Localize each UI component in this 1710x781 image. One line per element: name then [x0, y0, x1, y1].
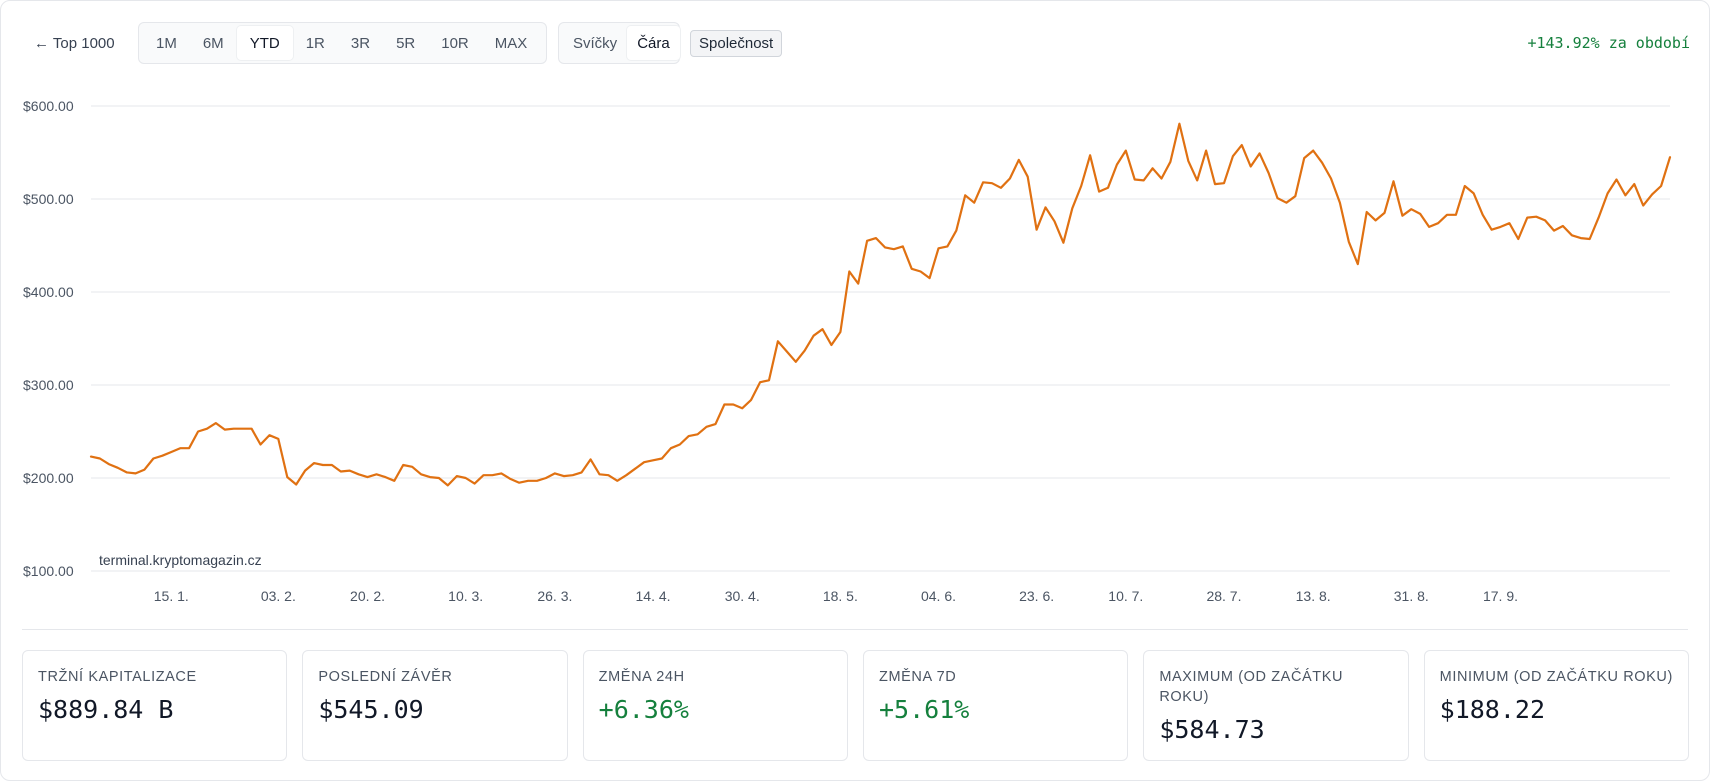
range-button-10r[interactable]: 10R: [441, 34, 469, 52]
x-tick-label: 26. 3.: [537, 588, 572, 601]
stat-value: +5.61%: [878, 695, 970, 724]
price-line: [89, 122, 1672, 487]
back-link[interactable]: ← Top 1000: [34, 34, 115, 52]
x-tick-label: 15. 1.: [154, 588, 189, 601]
stat-label: POSLEDNÍ ZÁVĚR: [318, 669, 453, 685]
stat-value: $545.09: [318, 695, 424, 724]
x-tick-label: 31. 8.: [1394, 588, 1429, 601]
stat-value: $584.73: [1159, 715, 1265, 744]
chart-type-selector: Svíčky Čára: [558, 22, 680, 64]
y-tick-label: $600.00: [23, 98, 74, 114]
divider: [22, 629, 1688, 630]
range-selector: 1M 6M YTD 1R 3R 5R 10R MAX: [138, 22, 547, 64]
x-tick-label: 23. 6.: [1019, 588, 1054, 601]
range-button-1r[interactable]: 1R: [305, 34, 325, 52]
stat-value: $188.22: [1439, 695, 1545, 724]
stat-card: MINIMUM (OD ZAČÁTKU ROKU) $188.22: [1423, 650, 1689, 761]
x-tick-label: 04. 6.: [921, 588, 956, 601]
range-button-ytd[interactable]: YTD: [236, 26, 293, 60]
stat-label: MAXIMUM (OD ZAČÁTKU ROKU): [1159, 669, 1344, 705]
x-tick-label: 13. 8.: [1296, 588, 1331, 601]
y-tick-label: $300.00: [23, 377, 74, 393]
x-tick-label: 10. 3.: [448, 588, 483, 601]
x-tick-label: 18. 5.: [823, 588, 858, 601]
y-tick-label: $200.00: [23, 470, 74, 486]
company-button[interactable]: Společnost: [690, 30, 783, 57]
stat-value: +6.36%: [598, 695, 689, 724]
y-tick-label: $400.00: [23, 284, 74, 300]
stat-card: MAXIMUM (OD ZAČÁTKU ROKU) $584.73: [1143, 650, 1409, 761]
stats-row: TRŽNÍ KAPITALIZACE $889.84 B POSLEDNÍ ZÁVĚ…: [22, 650, 1689, 761]
x-tick-label: 20. 2.: [350, 588, 385, 601]
range-button-6m[interactable]: 6M: [202, 34, 224, 52]
x-tick-label: 14. 4.: [636, 588, 671, 601]
chart-type-line[interactable]: Čára: [627, 26, 680, 60]
stat-label: ZMĚNA 24H: [598, 669, 685, 685]
chart-type-candles[interactable]: Svíčky: [573, 34, 618, 52]
stat-card: TRŽNÍ KAPITALIZACE $889.84 B: [22, 650, 288, 761]
period-change: +143.92% za období: [1527, 34, 1690, 52]
x-tick-label: 03. 2.: [261, 588, 296, 601]
range-button-1m[interactable]: 1M: [156, 34, 177, 52]
y-tick-label: $100.00: [23, 563, 74, 579]
watermark: terminal.kryptomagazin.cz: [99, 552, 262, 568]
stat-value: $889.84 B: [38, 695, 174, 724]
y-tick-label: $500.00: [23, 191, 74, 207]
stat-card: POSLEDNÍ ZÁVĚR $545.09: [302, 650, 568, 761]
stat-label: ZMĚNA 7D: [878, 669, 957, 685]
x-tick-label: 30. 4.: [725, 588, 760, 601]
x-tick-label: 10. 7.: [1108, 588, 1143, 601]
range-button-max[interactable]: MAX: [494, 34, 528, 52]
stat-card: ZMĚNA 24H +6.36%: [582, 650, 848, 761]
stat-card: ZMĚNA 7D +5.61%: [862, 650, 1129, 761]
range-button-5r[interactable]: 5R: [396, 34, 416, 52]
range-button-3r[interactable]: 3R: [350, 34, 371, 52]
x-tick-label: 28. 7.: [1206, 588, 1241, 601]
stat-label: MINIMUM (OD ZAČÁTKU ROKU): [1439, 669, 1673, 685]
x-tick-label: 17. 9.: [1483, 588, 1518, 601]
stat-label: TRŽNÍ KAPITALIZACE: [38, 669, 197, 685]
price-chart: $600.00 $500.00 $400.00 $300.00 $200.00 $100.…: [23, 98, 1672, 601]
